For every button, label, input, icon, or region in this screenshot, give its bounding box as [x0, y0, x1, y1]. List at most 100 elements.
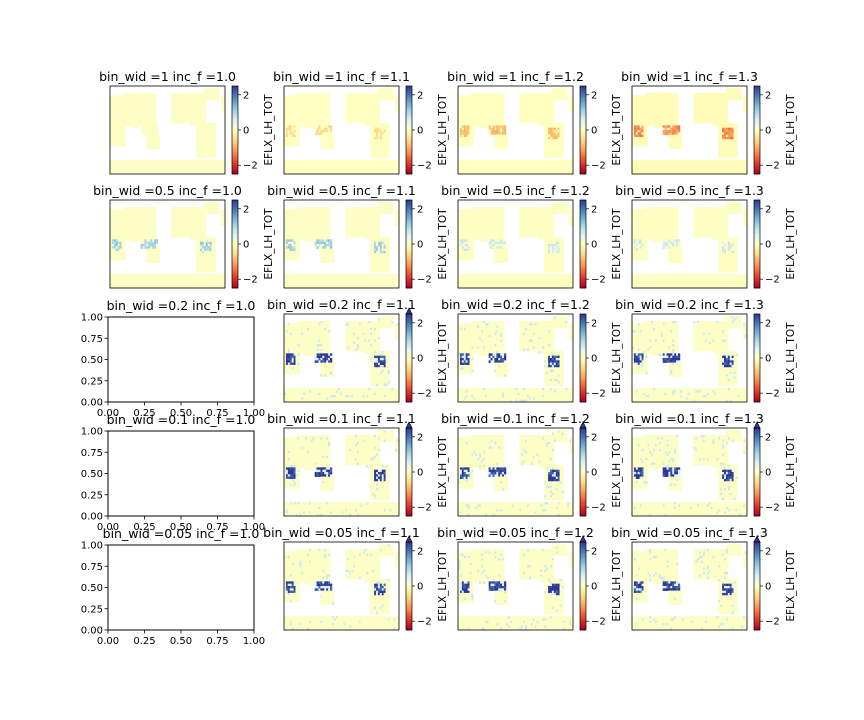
map-cell: [188, 116, 191, 119]
map-cell: [666, 92, 669, 96]
map-cell: [645, 116, 648, 119]
map-cell: [284, 125, 287, 128]
map-cell: [731, 136, 734, 140]
map-cell: [358, 116, 361, 119]
map-cell: [177, 171, 180, 175]
map-cell: [343, 171, 346, 175]
map-cell: [351, 167, 354, 170]
map-cell: [461, 95, 465, 98]
map-cell: [672, 120, 675, 124]
map-cell: [492, 102, 495, 105]
map-cell: [366, 118, 369, 122]
map-cell: [374, 155, 377, 159]
map-cell: [140, 109, 143, 112]
map-cell: [670, 97, 673, 101]
map-cell: [156, 132, 159, 135]
map-cell: [376, 125, 379, 128]
map-cell: [190, 171, 193, 175]
map-cell: [557, 136, 560, 140]
map-cell: [500, 116, 503, 119]
map-cell: [358, 169, 361, 172]
map-cell: [303, 111, 306, 115]
map-cell: [704, 160, 708, 163]
map-cell: [513, 160, 516, 163]
map-cell: [115, 102, 118, 105]
map-cell: [706, 118, 709, 122]
map-cell: [481, 167, 484, 170]
map-cell: [458, 95, 461, 98]
map-cell: [544, 141, 547, 145]
map-cell: [148, 139, 151, 142]
map-cell: [706, 104, 709, 108]
map-cell: [494, 167, 497, 170]
map-cell: [718, 143, 721, 147]
map-cell: [297, 97, 300, 101]
map-cell: [676, 116, 679, 119]
map-cell: [710, 104, 713, 108]
map-cell: [548, 106, 551, 110]
map-cell: [395, 167, 398, 170]
map-cell: [733, 141, 736, 145]
map-cell: [383, 143, 386, 147]
map-cell: [146, 171, 149, 175]
map-cell: [146, 120, 149, 124]
map-cell: [119, 97, 122, 101]
map-cell: [488, 169, 491, 172]
map-cell: [354, 102, 358, 105]
map-cell: [146, 109, 149, 112]
map-cell: [718, 127, 721, 131]
map-cell: [154, 125, 157, 128]
map-cell: [154, 116, 157, 119]
map-cell: [123, 116, 126, 119]
map-cell: [200, 104, 203, 108]
map-cell: [324, 136, 327, 140]
map-cell: [551, 99, 555, 103]
colorbar-segment: [232, 147, 238, 151]
map-cell: [486, 116, 489, 119]
map-cell: [668, 109, 671, 112]
map-cell: [482, 92, 486, 96]
map-cell: [676, 99, 679, 103]
map-cell: [136, 171, 140, 175]
map-cell: [374, 125, 377, 128]
map-cell: [674, 106, 677, 110]
map-cell: [538, 120, 541, 124]
map-cell: [633, 132, 637, 135]
map-cell: [119, 136, 122, 140]
map-cell: [127, 167, 130, 170]
map-cell: [632, 116, 635, 119]
map-cell: [354, 92, 358, 96]
map-cell: [702, 116, 706, 119]
map-cell: [326, 167, 329, 170]
map-cell: [645, 104, 648, 108]
map-cell: [347, 111, 350, 115]
map-cell: [494, 118, 497, 122]
map-cell: [362, 111, 365, 115]
map-cell: [383, 153, 386, 156]
map-cell: [364, 106, 367, 110]
map-cell: [571, 104, 574, 108]
map-cell: [720, 141, 723, 145]
map-cell: [157, 160, 161, 163]
map-cell: [643, 97, 646, 101]
map-cell: [490, 111, 493, 115]
map-cell: [203, 155, 207, 159]
map-cell: [307, 167, 310, 170]
map-cell: [565, 92, 568, 96]
map-cell: [632, 106, 635, 110]
map-cell: [676, 97, 679, 101]
map-cell: [532, 167, 535, 170]
map-cell: [303, 106, 306, 110]
map-cell: [546, 111, 549, 115]
map-cell: [502, 130, 505, 133]
colorbar-segment: [406, 108, 412, 111]
map-cell: [496, 111, 499, 115]
map-cell: [490, 106, 493, 110]
map-cell: [656, 111, 660, 115]
map-cell: [117, 95, 120, 98]
map-cell: [221, 164, 224, 168]
map-cell: [471, 169, 474, 172]
map-cell: [458, 162, 461, 166]
map-cell: [376, 160, 379, 163]
map-cell: [381, 92, 384, 96]
